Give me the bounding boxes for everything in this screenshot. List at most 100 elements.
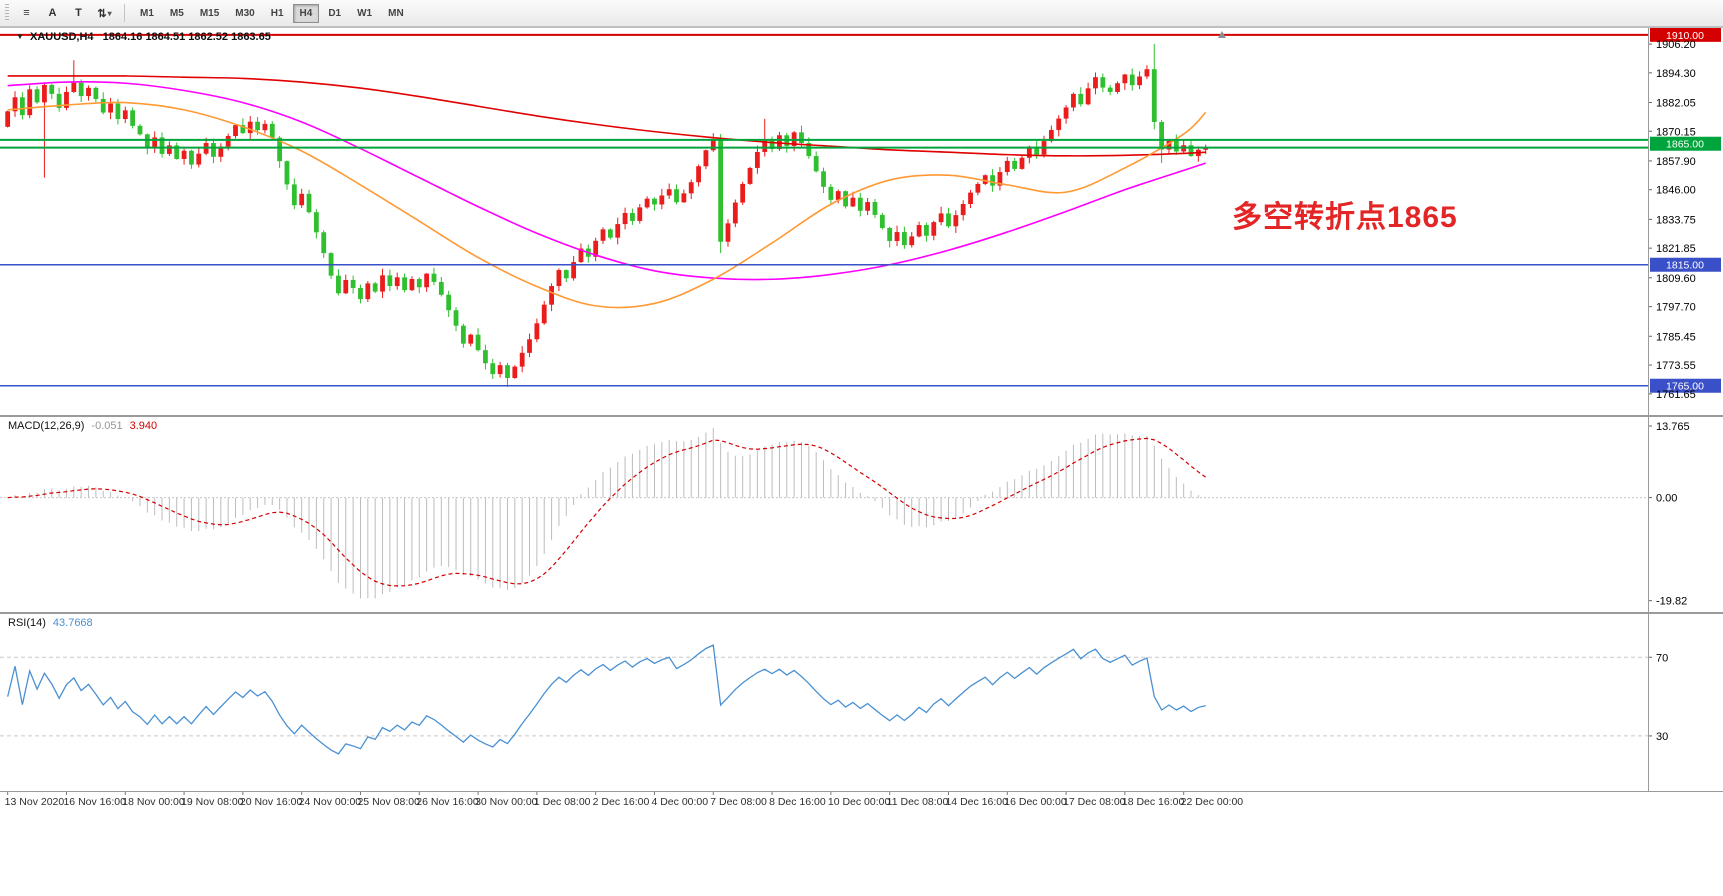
macd-plot-area[interactable] bbox=[0, 417, 1648, 612]
candle bbox=[1048, 129, 1054, 142]
candle bbox=[666, 189, 672, 196]
text-label-tool-button[interactable]: T bbox=[67, 3, 90, 24]
candle bbox=[166, 145, 172, 154]
rsi-plot-area[interactable] bbox=[0, 614, 1648, 791]
candle bbox=[813, 156, 819, 172]
svg-text:1865.00: 1865.00 bbox=[1666, 139, 1704, 151]
price-axis-label: 1857.90 bbox=[1656, 156, 1696, 168]
candle bbox=[49, 84, 55, 94]
candle bbox=[894, 232, 900, 242]
timeframe-m15[interactable]: M15 bbox=[193, 4, 226, 23]
macd-name: MACD(12,26,9) bbox=[8, 420, 85, 432]
timeframe-h1[interactable]: H1 bbox=[264, 4, 291, 23]
time-axis-label: 18 Nov 00:00 bbox=[122, 796, 185, 808]
candle bbox=[1144, 69, 1150, 77]
macd-axis-label: -19.82 bbox=[1656, 596, 1687, 608]
candle bbox=[42, 84, 47, 103]
candle bbox=[931, 222, 937, 236]
candle bbox=[196, 153, 202, 165]
timeframe-mn[interactable]: MN bbox=[381, 4, 411, 23]
candle bbox=[563, 270, 569, 279]
time-axis-label: 8 Dec 16:00 bbox=[769, 796, 826, 808]
price-axis-label: 1821.85 bbox=[1656, 243, 1696, 255]
candle bbox=[887, 227, 893, 242]
candle bbox=[519, 352, 525, 367]
price-axis-label: 1797.70 bbox=[1656, 302, 1696, 314]
time-axis-label: 16 Nov 16:00 bbox=[63, 796, 126, 808]
time-axis-label: 11 Dec 08:00 bbox=[887, 796, 949, 808]
candle bbox=[549, 286, 554, 305]
candle bbox=[1188, 145, 1194, 157]
price-tag bbox=[1650, 257, 1721, 272]
candle bbox=[571, 262, 577, 279]
rsi-name: RSI(14) bbox=[8, 617, 46, 629]
timeframe-group: M1 M5 M15 M30 H1 H4 D1 W1 MN bbox=[133, 3, 411, 23]
candle bbox=[850, 197, 856, 207]
price-tag bbox=[1650, 136, 1721, 151]
candle bbox=[438, 281, 444, 295]
candle bbox=[527, 339, 532, 353]
candle bbox=[247, 121, 253, 134]
candle bbox=[769, 140, 775, 150]
candle bbox=[159, 137, 165, 154]
candle bbox=[189, 150, 194, 165]
candle bbox=[424, 273, 430, 288]
candles bbox=[5, 44, 1209, 387]
candle bbox=[299, 193, 305, 206]
candle bbox=[262, 123, 268, 131]
candle bbox=[174, 145, 180, 159]
timeframe-m30[interactable]: M30 bbox=[228, 4, 261, 23]
time-axis-label: 20 Nov 16:00 bbox=[240, 796, 303, 808]
time-axis-label: 19 Nov 08:00 bbox=[181, 796, 244, 808]
candle bbox=[343, 279, 349, 294]
candle bbox=[740, 183, 746, 203]
rsi-value: 43.7668 bbox=[52, 617, 93, 629]
time-axis-label: 7 Dec 08:00 bbox=[710, 796, 767, 808]
time-axis-label: 2 Dec 16:00 bbox=[593, 796, 650, 808]
candle bbox=[968, 192, 973, 204]
price-axis-label: 1773.55 bbox=[1656, 360, 1696, 372]
candle bbox=[380, 275, 385, 292]
candle bbox=[1107, 87, 1113, 92]
timeframe-d1[interactable]: D1 bbox=[321, 4, 348, 23]
candle bbox=[284, 161, 290, 185]
candle bbox=[372, 283, 378, 292]
candle bbox=[843, 191, 848, 207]
drawing-tools-dropdown-button[interactable]: ⇅ ▾ bbox=[93, 3, 116, 24]
candle bbox=[12, 97, 18, 112]
candle bbox=[358, 287, 363, 300]
candle bbox=[688, 182, 694, 194]
candle bbox=[607, 229, 613, 238]
time-axis-label: 4 Dec 00:00 bbox=[651, 796, 708, 808]
candle bbox=[953, 215, 959, 227]
candle bbox=[27, 89, 33, 116]
candle bbox=[637, 207, 643, 221]
candle bbox=[674, 189, 679, 203]
text-annotation-tool-button[interactable]: A bbox=[41, 3, 64, 24]
candle bbox=[1071, 93, 1076, 108]
timeframe-w1[interactable]: W1 bbox=[350, 4, 379, 23]
symbol-dropdown-icon[interactable]: ▼ bbox=[16, 32, 24, 41]
chevron-down-icon: ▾ bbox=[107, 8, 112, 18]
macd-histogram bbox=[14, 427, 1207, 599]
time-axis-label: 10 Dec 00:00 bbox=[828, 796, 891, 808]
menu-icon: ≡ bbox=[23, 7, 30, 19]
candle bbox=[534, 323, 540, 340]
timeframe-h4[interactable]: H4 bbox=[292, 3, 320, 23]
timeframe-m1[interactable]: M1 bbox=[133, 4, 161, 23]
candle bbox=[828, 186, 834, 200]
ohlc-values: 1864.16 1864.51 1862.52 1863.65 bbox=[102, 31, 271, 43]
charts-menu-button[interactable]: ≡ bbox=[15, 3, 38, 24]
timeframe-m5[interactable]: M5 bbox=[163, 4, 191, 23]
candle bbox=[225, 135, 231, 147]
toolbar-drag-handle[interactable] bbox=[5, 4, 9, 22]
candle bbox=[1093, 77, 1098, 89]
macd-signal-value: 3.940 bbox=[129, 420, 158, 432]
price-axis-label: 1882.05 bbox=[1656, 97, 1696, 109]
candle bbox=[1166, 140, 1172, 150]
candle bbox=[732, 202, 738, 224]
candle bbox=[821, 171, 826, 187]
price-tag bbox=[1650, 378, 1721, 393]
rsi-axis-label: 70 bbox=[1656, 652, 1668, 664]
